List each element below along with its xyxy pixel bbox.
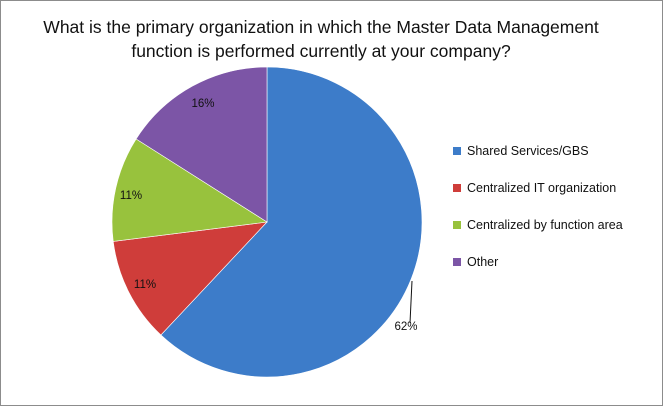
chart-title: What is the primary organization in whic… — [41, 15, 601, 63]
legend-label-3: Other — [467, 255, 499, 269]
leader-line-0 — [409, 280, 413, 324]
legend-label-1: Centralized IT organization — [467, 181, 617, 195]
chart-title-line-2: function is performed currently at your … — [131, 41, 511, 61]
pie-slice-0 — [160, 66, 423, 378]
legend-item-0: Shared Services/GBS — [453, 142, 623, 160]
legend-swatch-0 — [453, 147, 461, 155]
pie-slice-2 — [111, 138, 268, 242]
legend-item-2: Centralized by function area — [453, 216, 623, 234]
legend-swatch-3 — [453, 258, 461, 266]
pie-slice-1 — [112, 221, 268, 336]
legend-item-1: Centralized IT organization — [453, 179, 623, 197]
legend-label-0: Shared Services/GBS — [467, 144, 589, 158]
slice-label-0: 62% — [394, 321, 417, 333]
legend-label-2: Centralized by function area — [467, 218, 623, 232]
legend: Shared Services/GBS Centralized IT organi… — [453, 142, 623, 290]
legend-swatch-1 — [453, 184, 461, 192]
pie-slice-3 — [135, 66, 268, 223]
legend-item-3: Other — [453, 253, 623, 271]
slice-label-2: 11% — [120, 190, 142, 202]
legend-swatch-2 — [453, 221, 461, 229]
slice-label-3: 16% — [191, 98, 214, 110]
slice-label-1: 11% — [134, 279, 156, 291]
chart-title-line-1: What is the primary organization in whic… — [43, 17, 599, 37]
